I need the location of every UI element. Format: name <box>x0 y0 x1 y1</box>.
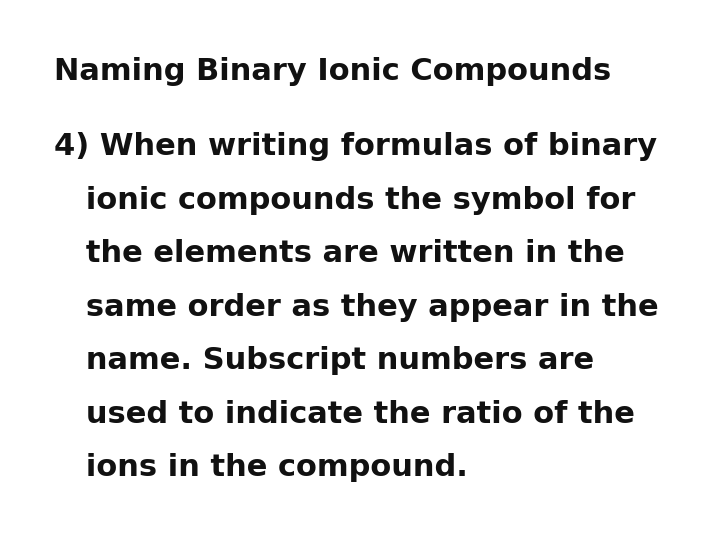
Text: name. Subscript numbers are: name. Subscript numbers are <box>54 346 594 375</box>
Text: 4) When writing formulas of binary: 4) When writing formulas of binary <box>54 132 657 161</box>
Text: ionic compounds the symbol for: ionic compounds the symbol for <box>54 186 635 215</box>
Text: the elements are written in the: the elements are written in the <box>54 239 625 268</box>
Text: used to indicate the ratio of the: used to indicate the ratio of the <box>54 400 635 429</box>
Text: Naming Binary Ionic Compounds: Naming Binary Ionic Compounds <box>54 57 611 86</box>
Text: ions in the compound.: ions in the compound. <box>54 453 468 482</box>
Text: same order as they appear in the: same order as they appear in the <box>54 293 659 322</box>
